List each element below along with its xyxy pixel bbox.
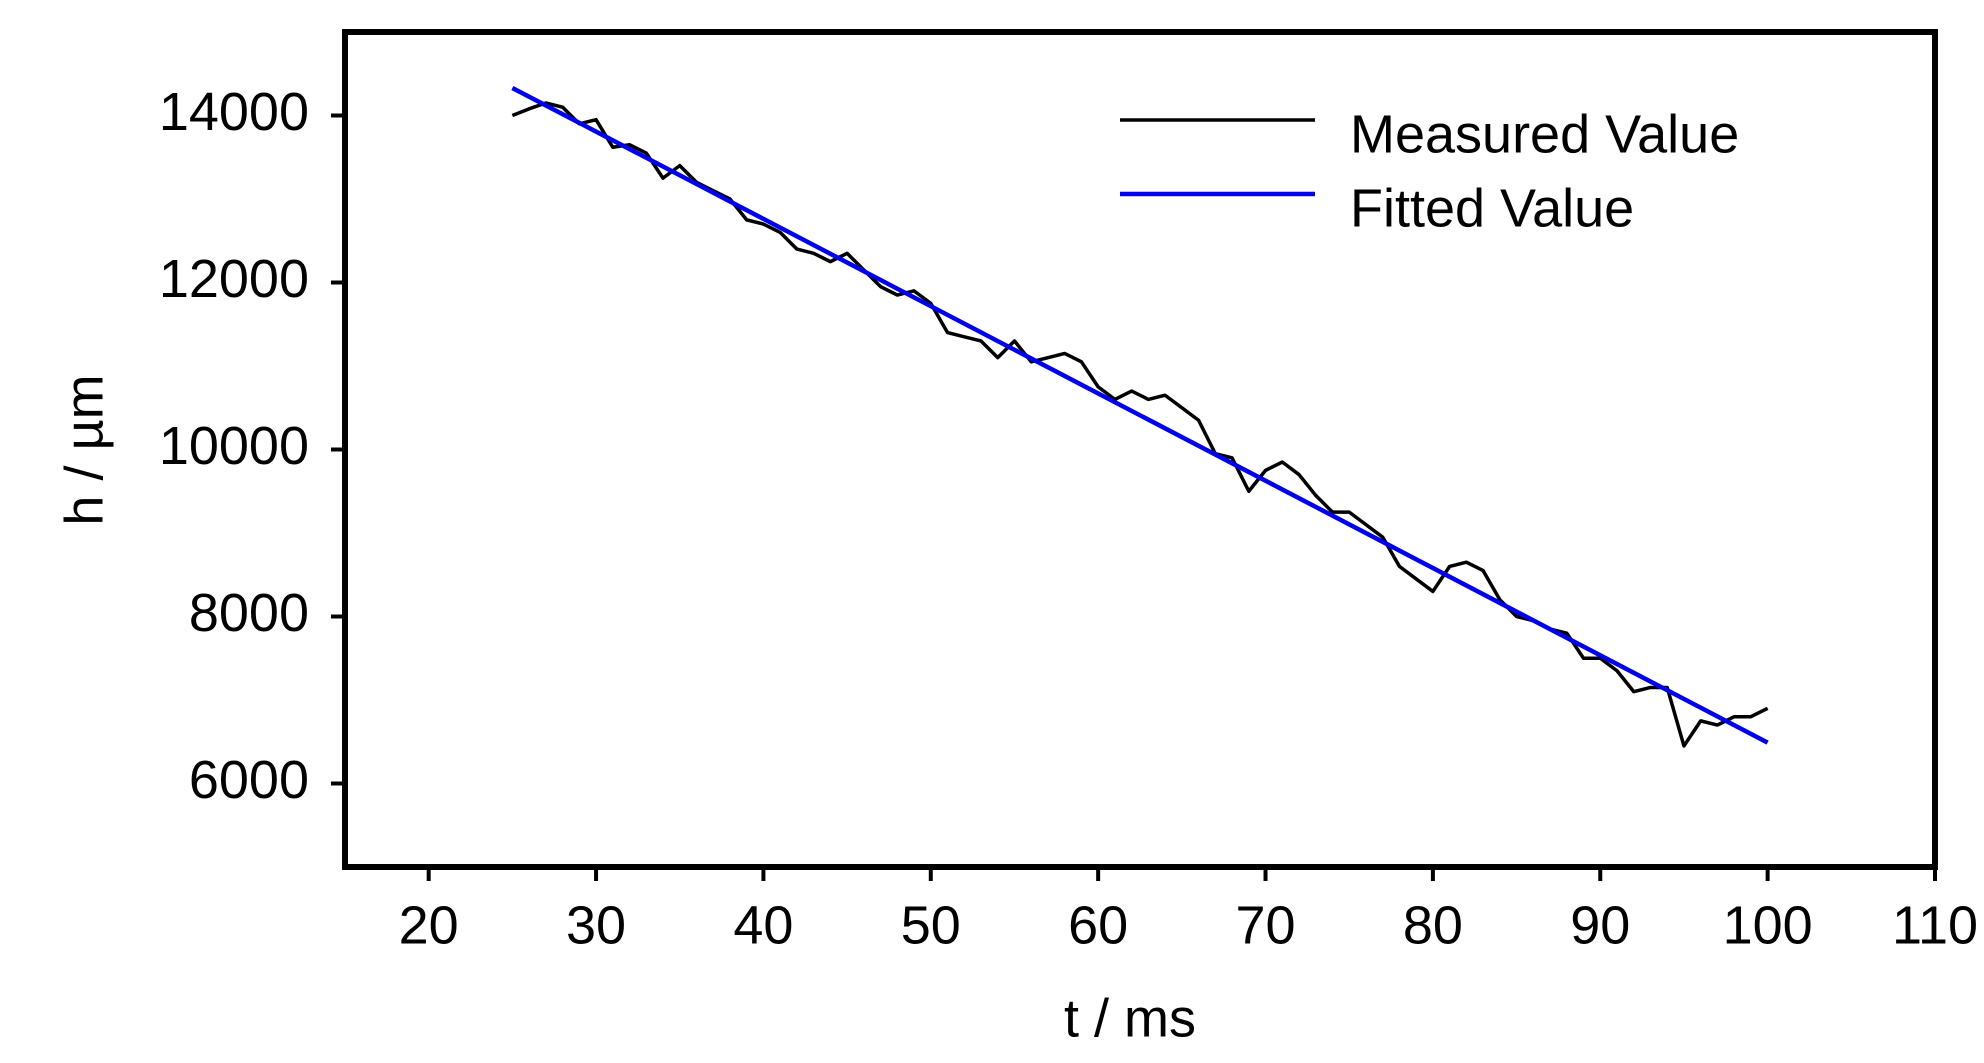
x-tick-label: 70	[1235, 895, 1295, 955]
y-tick-label: 12000	[159, 249, 309, 309]
series-line	[511, 85, 1769, 745]
x-tick-label: 30	[566, 895, 626, 955]
y-axis-label: h / µm	[54, 374, 114, 525]
y-tick-label: 8000	[189, 583, 309, 643]
x-tick-label: 50	[901, 895, 961, 955]
x-tick-label: 90	[1570, 895, 1630, 955]
legend-label: Fitted Value	[1350, 178, 1634, 238]
x-tick-label: 40	[733, 895, 793, 955]
y-tick-label: 10000	[159, 416, 309, 476]
x-tick-label: 100	[1723, 895, 1813, 955]
y-tick-label: 14000	[159, 82, 309, 142]
x-tick-label: 20	[399, 895, 459, 955]
y-tick-label: 6000	[189, 750, 309, 810]
x-axis-label: t / ms	[1064, 988, 1196, 1048]
x-tick-label: 60	[1068, 895, 1128, 955]
x-tick-label: 80	[1403, 895, 1463, 955]
x-tick-label: 110	[1892, 895, 1978, 955]
legend-label: Measured Value	[1350, 104, 1739, 164]
